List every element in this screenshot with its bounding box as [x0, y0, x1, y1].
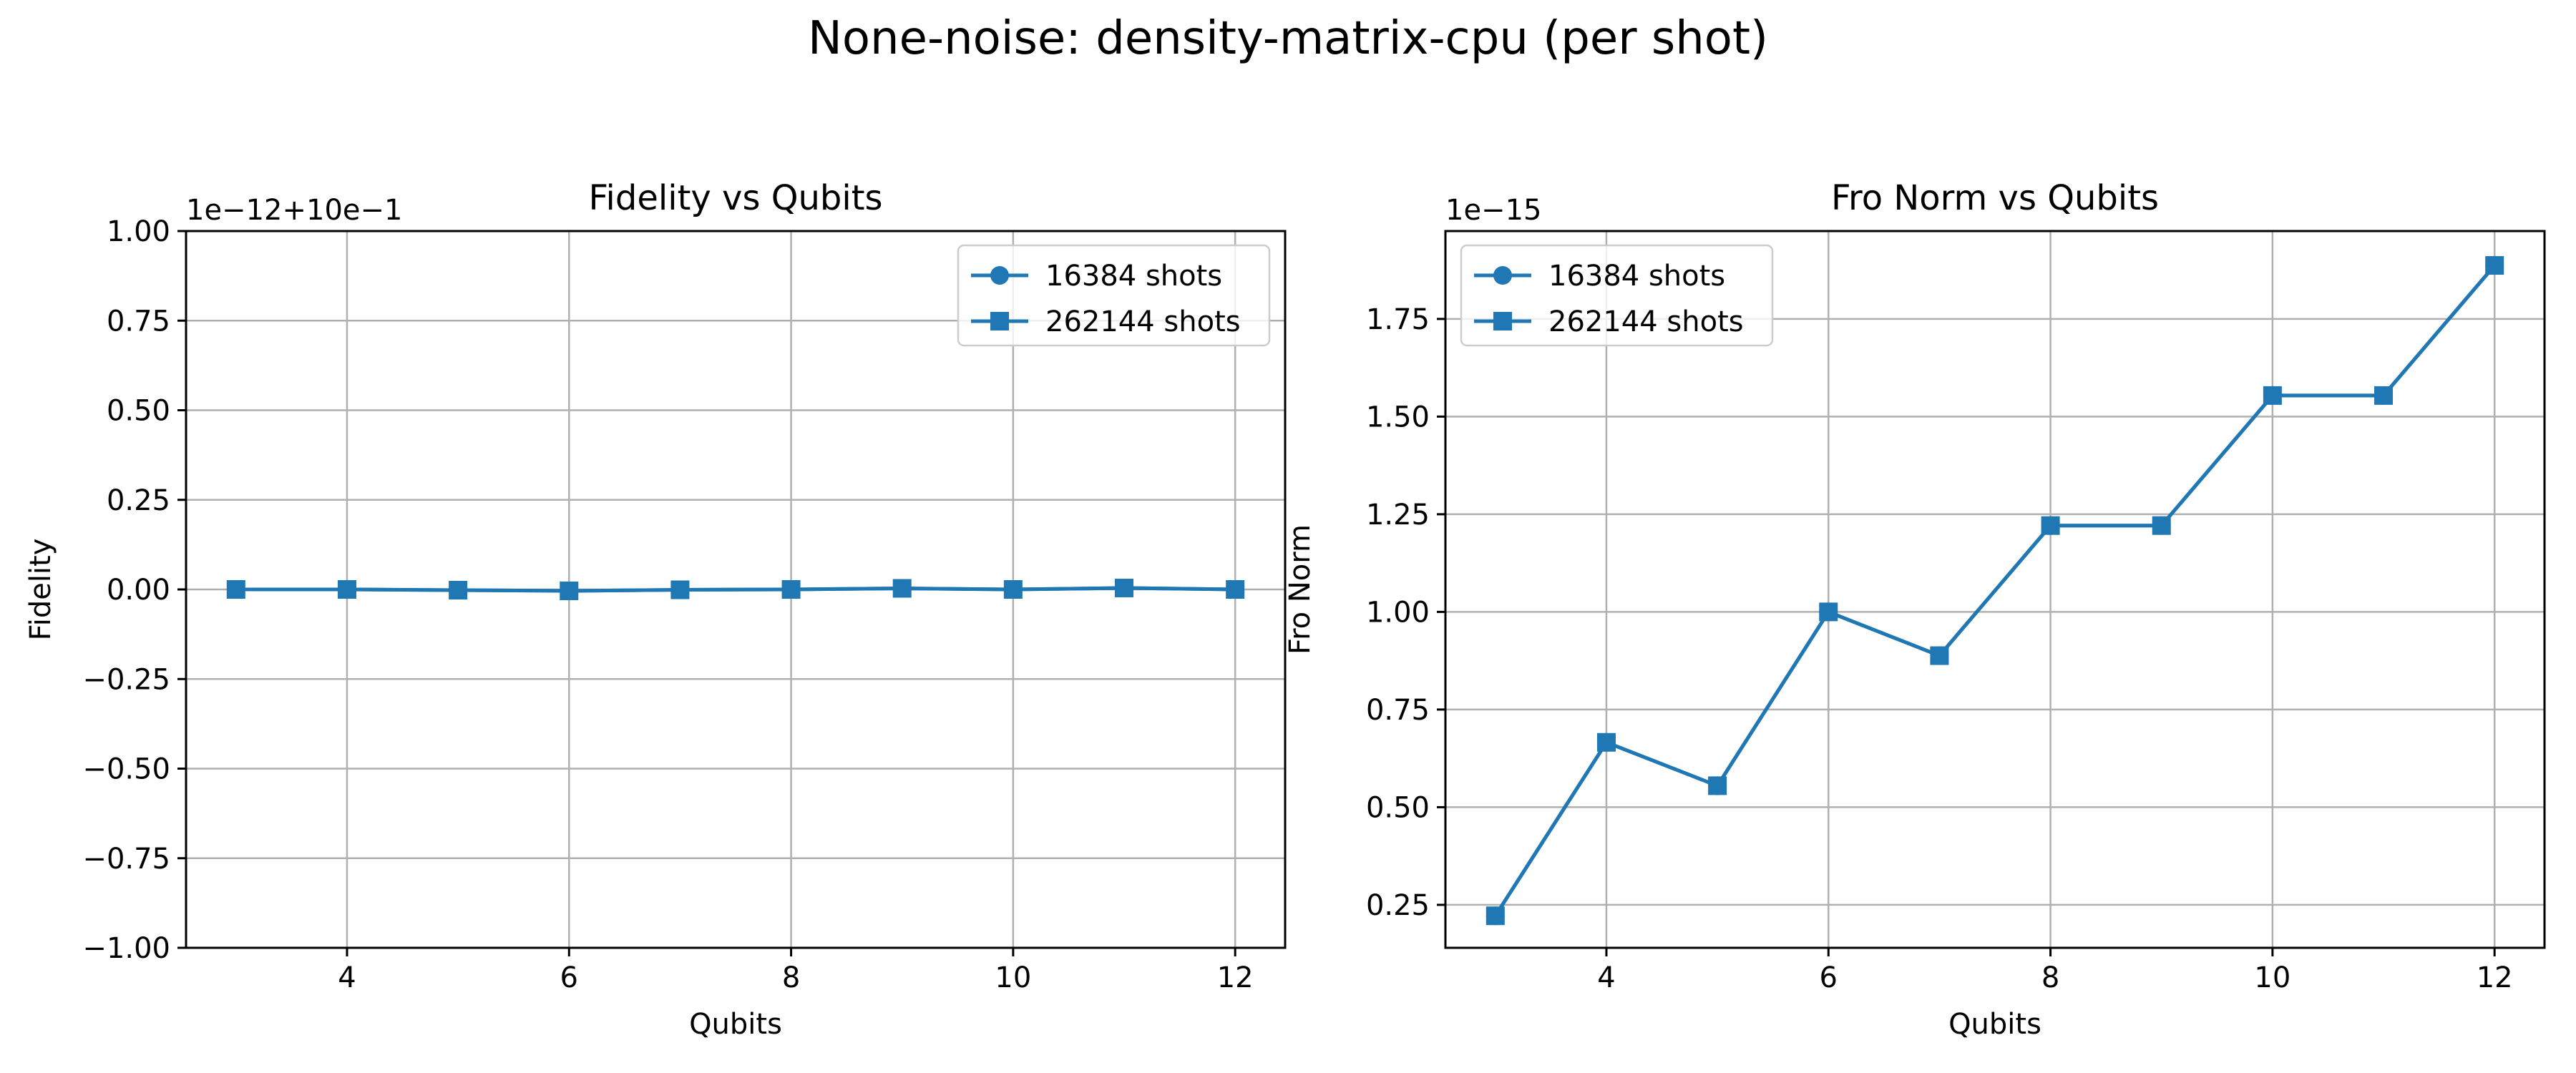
x-tick-label: 6: [560, 961, 578, 994]
fro-norm-panel: 4 6 8 10 12 0.25 0.50 0.75 1.00 1.25 1.50 1.75 Fro …: [1284, 178, 2546, 1041]
data-point: [2152, 516, 2171, 535]
legend-circle-marker: [990, 266, 1009, 285]
legend-box: [957, 244, 1271, 347]
legend-label: 16384 shots: [1548, 260, 1725, 293]
data-point: [781, 580, 801, 599]
x-tick-label: 4: [338, 961, 356, 994]
data-point: [1708, 776, 1727, 795]
x-tick-label: 6: [1820, 961, 1838, 994]
fro-norm-grid: [1445, 231, 2545, 948]
data-point: [1819, 602, 1838, 622]
fro-norm-x-axis-label: Qubits: [1948, 1008, 2041, 1041]
fidelity-ticks: 4 6 8 10 12 −1.00 −0.75 −0.50 −0.25 0.00 0.25 0.50 0…: [82, 215, 1253, 994]
data-point: [449, 581, 468, 600]
legend-square-marker: [1493, 312, 1512, 330]
legend-circle-marker: [1493, 266, 1512, 285]
y-tick-label: −0.50: [82, 753, 170, 786]
y-tick-label: −0.25: [82, 663, 170, 696]
fidelity-y-axis-label: Fidelity: [24, 539, 57, 641]
y-tick-label: 0.00: [107, 574, 170, 607]
legend-box: [1460, 244, 1774, 347]
fro-norm-chart-title: Fro Norm vs Qubits: [1831, 178, 2159, 218]
fro-norm-y-offset-text: 1e−15: [1445, 194, 1541, 227]
x-tick-label: 10: [2254, 961, 2290, 994]
data-point: [1596, 733, 1616, 752]
fidelity-x-axis-label: Qubits: [689, 1008, 782, 1041]
x-tick-label: 8: [2041, 961, 2059, 994]
legend-square-marker: [990, 312, 1009, 330]
y-tick-label: 0.75: [1366, 694, 1430, 727]
figure-title: None-noise: density-matrix-cpu (per shot…: [808, 12, 1768, 65]
y-tick-label: −0.75: [82, 843, 170, 876]
legend-label: 262144 shots: [1045, 305, 1241, 338]
y-tick-label: 0.50: [107, 395, 170, 428]
fidelity-y-offset-text: 1e−12+10e−1: [186, 194, 402, 227]
fro-norm-marks: [1485, 256, 2504, 926]
x-tick-label: 12: [1217, 961, 1254, 994]
data-point: [2263, 386, 2282, 405]
x-tick-label: 8: [782, 961, 800, 994]
data-point: [226, 580, 245, 599]
data-point: [1003, 580, 1023, 599]
data-point: [670, 580, 690, 599]
data-point: [560, 582, 579, 601]
y-tick-label: −1.00: [82, 932, 170, 965]
y-tick-label: 1.00: [1366, 596, 1430, 629]
legend-label: 262144 shots: [1548, 305, 1744, 338]
fro-norm-ticks: 4 6 8 10 12 0.25 0.50 0.75 1.00 1.25 1.50 1.75: [1366, 303, 2513, 994]
fidelity-chart-title: Fidelity vs Qubits: [588, 178, 882, 218]
legend-label: 16384 shots: [1045, 260, 1222, 293]
y-tick-label: 1.75: [1366, 303, 1430, 336]
series-line-2: [235, 586, 1236, 593]
data-point: [892, 579, 912, 598]
data-point: [1115, 578, 1134, 597]
data-point: [1930, 646, 1949, 665]
x-tick-label: 10: [995, 961, 1031, 994]
fidelity-legend: 16384 shots 262144 shots: [957, 244, 1271, 347]
data-point: [2485, 256, 2504, 275]
data-point: [2041, 516, 2060, 535]
data-point: [1226, 580, 1245, 599]
series-line-2: [1493, 264, 2497, 917]
y-tick-label: 1.00: [107, 215, 170, 248]
y-tick-label: 0.50: [1366, 791, 1430, 824]
x-tick-label: 12: [2477, 961, 2513, 994]
data-point: [2374, 386, 2394, 405]
data-point: [1485, 906, 1505, 926]
y-tick-label: 0.25: [107, 484, 170, 517]
data-point: [337, 580, 356, 599]
y-tick-label: 1.50: [1366, 401, 1430, 433]
y-tick-label: 0.75: [107, 305, 170, 338]
y-tick-label: 0.25: [1366, 889, 1430, 922]
x-tick-label: 4: [1597, 961, 1615, 994]
fidelity-panel: 4 6 8 10 12 −1.00 −0.75 −0.50 −0.25 0.00 0.25 0.50 0…: [24, 178, 1287, 1041]
fro-norm-y-axis-label: Fro Norm: [1284, 524, 1317, 655]
fro-norm-legend: 16384 shots 262144 shots: [1460, 244, 1774, 347]
y-tick-label: 1.25: [1366, 499, 1430, 531]
fidelity-marks: [226, 578, 1245, 601]
fro-norm-axes-frame: [1444, 230, 2546, 949]
